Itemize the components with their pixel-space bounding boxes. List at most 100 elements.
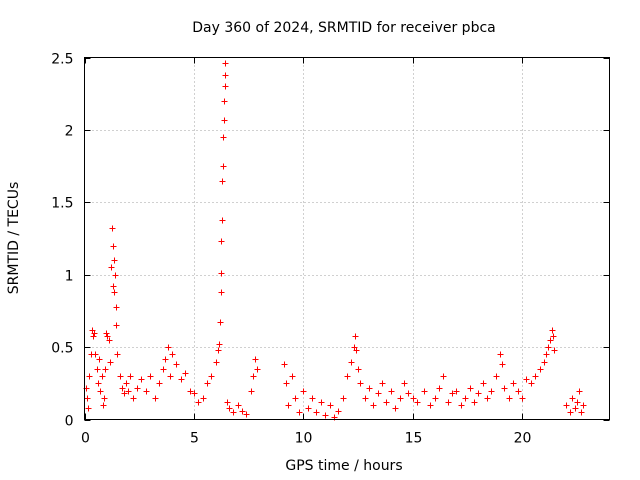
data-point xyxy=(300,388,307,395)
data-point xyxy=(219,178,226,185)
data-point xyxy=(436,385,443,392)
data-point xyxy=(127,373,134,380)
data-point xyxy=(528,380,535,387)
data-point xyxy=(497,351,504,358)
data-point xyxy=(545,344,552,351)
data-point xyxy=(213,359,220,366)
data-point xyxy=(123,380,130,387)
data-point xyxy=(445,399,452,406)
data-point xyxy=(357,380,364,387)
data-point xyxy=(219,217,226,224)
data-point xyxy=(392,405,399,412)
data-point xyxy=(501,385,508,392)
data-point xyxy=(218,289,225,296)
x-tick-label: 15 xyxy=(405,431,423,447)
grid xyxy=(84,57,610,420)
data-point xyxy=(493,373,500,380)
x-tick-label: 10 xyxy=(295,431,313,447)
data-point xyxy=(113,304,120,311)
data-point xyxy=(344,373,351,380)
data-point xyxy=(340,395,347,402)
data-point xyxy=(130,395,137,402)
data-point xyxy=(208,373,215,380)
data-point xyxy=(173,361,180,368)
data-point xyxy=(580,402,587,409)
data-point xyxy=(110,243,117,250)
data-point xyxy=(292,395,299,402)
data-point xyxy=(162,356,169,363)
data-point xyxy=(100,402,107,409)
data-point xyxy=(107,359,114,366)
data-point xyxy=(488,388,495,395)
data-point xyxy=(111,289,118,296)
data-point xyxy=(254,366,261,373)
data-point xyxy=(160,366,167,373)
data-point xyxy=(224,399,231,406)
y-tick-label: 1.5 xyxy=(51,196,73,212)
data-point xyxy=(449,390,456,397)
data-point xyxy=(352,333,359,340)
data-point xyxy=(178,376,185,383)
data-point xyxy=(567,409,574,416)
data-point xyxy=(405,390,412,397)
data-point xyxy=(414,399,421,406)
data-point xyxy=(484,395,491,402)
y-tick-label: 0 xyxy=(65,414,74,430)
data-point xyxy=(519,395,526,402)
axis-ticks xyxy=(84,57,610,421)
data-point xyxy=(506,395,513,402)
data-point xyxy=(182,370,189,377)
data-point xyxy=(165,344,172,351)
data-point xyxy=(283,380,290,387)
data-point xyxy=(499,361,506,368)
data-point xyxy=(235,402,242,409)
data-point xyxy=(318,399,325,406)
data-point xyxy=(91,330,98,337)
data-point xyxy=(113,322,120,329)
data-point xyxy=(84,395,91,402)
data-point xyxy=(453,388,460,395)
data-point xyxy=(220,134,227,141)
data-point xyxy=(370,402,377,409)
chart-title: Day 360 of 2024, SRMTID for receiver pbc… xyxy=(192,20,495,36)
data-point xyxy=(187,388,194,395)
data-point xyxy=(121,390,128,397)
data-points xyxy=(83,60,587,421)
data-point xyxy=(222,60,229,67)
data-point xyxy=(576,388,583,395)
data-point xyxy=(156,380,163,387)
data-point xyxy=(169,351,176,358)
data-point xyxy=(94,366,101,373)
y-tick-label: 0.5 xyxy=(51,341,73,357)
data-point xyxy=(515,388,522,395)
data-point xyxy=(101,395,108,402)
data-point xyxy=(104,333,111,340)
data-point xyxy=(578,409,585,416)
data-point xyxy=(250,373,257,380)
data-point xyxy=(541,359,548,366)
data-point xyxy=(134,385,141,392)
data-point xyxy=(427,402,434,409)
data-point xyxy=(480,380,487,387)
data-point xyxy=(388,388,395,395)
data-point xyxy=(106,337,113,344)
data-point xyxy=(92,351,99,358)
data-point xyxy=(147,373,154,380)
data-point xyxy=(353,347,360,354)
data-point xyxy=(243,411,250,418)
data-point xyxy=(117,373,124,380)
data-point xyxy=(462,395,469,402)
data-point xyxy=(215,347,222,354)
data-point xyxy=(96,356,103,363)
data-point xyxy=(239,408,246,415)
data-point xyxy=(397,395,404,402)
data-point xyxy=(383,399,390,406)
data-point xyxy=(222,72,229,79)
data-point xyxy=(471,399,478,406)
data-point xyxy=(138,376,145,383)
data-point xyxy=(550,333,557,340)
data-point xyxy=(200,395,207,402)
data-point xyxy=(285,402,292,409)
